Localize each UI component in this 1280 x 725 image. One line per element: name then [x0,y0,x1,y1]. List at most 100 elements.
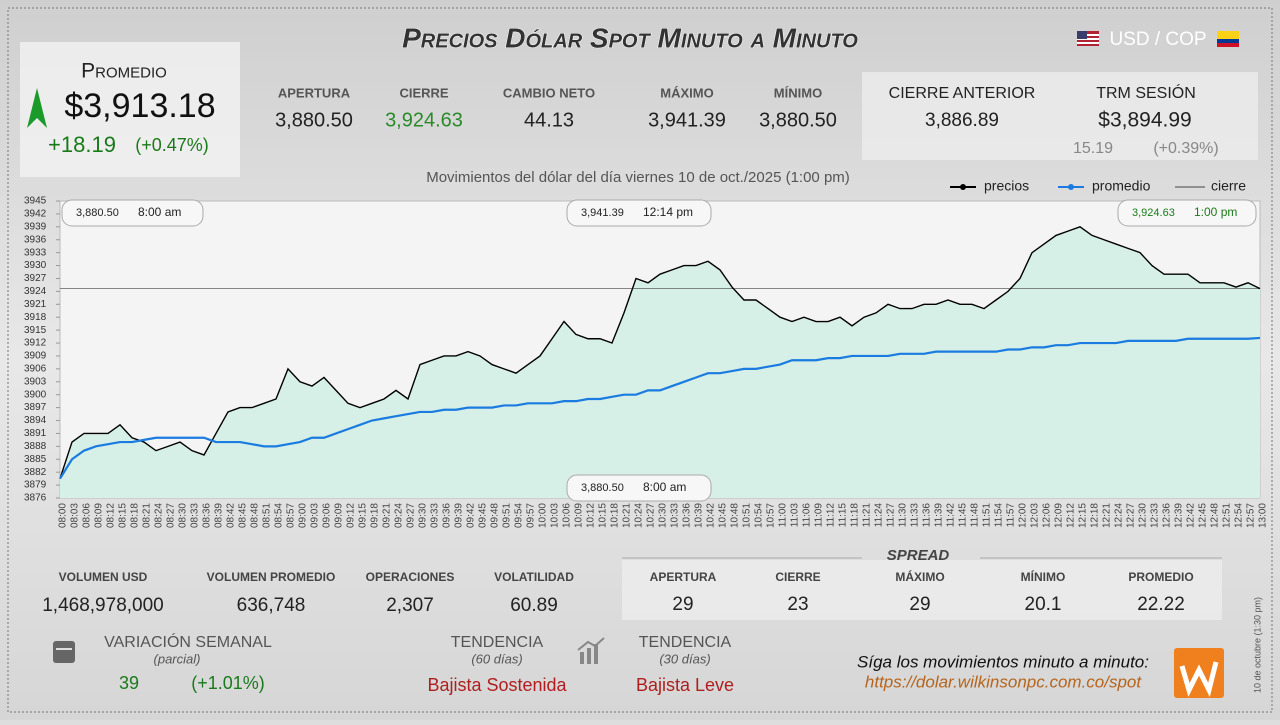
logo [1174,648,1224,698]
y-tick-label: 3885 [24,454,47,465]
x-tick-label: 11:54 [994,503,1005,528]
x-tick-label: 11:18 [850,503,861,528]
x-tick-label: 12:24 [1114,503,1125,528]
x-tick-label: 08:15 [118,503,129,528]
x-tick-label: 09:57 [526,503,537,528]
x-tick-label: 11:30 [898,503,909,528]
x-tick-label: 10:36 [682,503,693,528]
y-tick-label: 3942 [24,209,47,220]
y-tick-label: 3909 [24,351,47,362]
trm-value: $3,894.99 [1098,109,1191,132]
spread-label: MÍNIMO [1021,569,1066,584]
x-tick-label: 10:06 [562,503,573,528]
x-tick-label: 08:06 [82,503,93,528]
volume-value: 1,468,978,000 [42,595,164,616]
x-tick-label: 08:36 [202,503,213,528]
y-tick-label: 3906 [24,364,47,375]
y-tick-label: 3930 [24,260,47,271]
promedio-label: Promedio [81,60,167,83]
x-tick-label: 09:09 [334,503,345,528]
x-tick-label: 12:54 [1234,503,1245,528]
annotation-value: 3,941.39 [581,207,624,219]
chart-icon [577,637,605,664]
x-tick-label: 11:45 [958,503,969,528]
x-tick-label: 12:21 [1102,503,1113,528]
x-tick-label: 12:27 [1126,503,1137,528]
flag-us [1077,31,1099,46]
x-tick-label: 10:33 [670,503,681,528]
x-tick-label: 11:06 [802,503,813,528]
volume-value: 636,748 [237,595,306,616]
x-tick-label: 12:12 [1066,503,1077,528]
x-tick-label: 11:00 [778,503,789,528]
currency-pair: USD / COP [1109,29,1206,50]
spread-value: 29 [672,594,693,615]
stat-label: CAMBIO NETO [503,85,595,100]
weekly-label: VARIACIÓN SEMANAL [104,632,272,651]
previous-label: CIERRE ANTERIOR [889,85,1036,102]
x-tick-label: 08:24 [154,503,165,528]
stat-value: 3,941.39 [648,109,726,131]
x-tick-label: 08:33 [190,503,201,528]
spread-value: 29 [909,594,930,615]
x-tick-label: 12:06 [1042,503,1053,528]
promedio-change: +18.19 [48,132,116,157]
x-tick-label: 09:45 [478,503,489,528]
trend-note: (60 días) [471,651,522,666]
x-tick-label: 11:21 [862,503,873,528]
stat-value: 3,880.50 [275,109,353,131]
footer-text: Síga los movimientos minuto a minuto: [857,652,1149,671]
annotation-value: 3,880.50 [581,482,624,494]
x-tick-label: 12:57 [1246,503,1257,528]
y-tick-label: 3939 [24,221,47,232]
y-tick-label: 3891 [24,428,47,439]
x-tick-label: 12:30 [1138,503,1149,528]
x-tick-label: 08:12 [106,503,117,528]
x-tick-label: 09:24 [394,503,405,528]
x-tick-label: 09:00 [298,503,309,528]
x-tick-label: 10:15 [598,503,609,528]
title: Precios Dólar Spot Minuto a Minuto [402,22,858,53]
stat-label: MÍNIMO [774,85,822,100]
y-tick-label: 3927 [24,273,47,284]
x-tick-label: 09:21 [382,503,393,528]
x-tick-label: 10:42 [706,503,717,528]
x-tick-label: 10:45 [718,503,729,528]
x-tick-label: 11:15 [838,503,849,528]
flag-co [1217,31,1239,47]
annotation-box [566,474,712,502]
x-tick-label: 08:09 [94,503,105,528]
legend-dot [960,184,966,190]
x-tick-label: 09:12 [346,503,357,528]
x-tick-label: 11:24 [874,503,885,528]
volume-label: VOLUMEN USD [59,570,148,584]
spread-value: 20.1 [1025,594,1062,615]
annotation-time: 12:14 pm [643,205,693,219]
trend-note: (30 días) [659,651,710,666]
stat-label: APERTURA [278,85,351,100]
x-tick-label: 12:42 [1186,503,1197,528]
x-tick-label: 08:54 [274,503,285,528]
x-tick-label: 12:51 [1222,503,1233,528]
y-tick-label: 3918 [24,312,47,323]
footer-url[interactable]: https://dolar.wilkinsonpc.com.co/spot [865,672,1142,691]
previous-value: 3,886.89 [925,110,999,131]
x-tick-label: 12:15 [1078,503,1089,528]
annotation-value: 3,880.50 [76,207,119,219]
y-tick-label: 3945 [24,196,47,207]
frame [7,7,1273,713]
trm-label: TRM SESIÓN [1096,83,1196,102]
x-tick-label: 08:00 [58,503,69,528]
y-tick-label: 3900 [24,389,47,400]
stat-value: 44.13 [524,109,574,131]
trm-change: 15.19 [1073,140,1113,157]
y-tick-label: 3897 [24,402,47,413]
series-line [59,336,1261,480]
volume-label: OPERACIONES [366,570,455,584]
x-tick-label: 11:48 [970,503,981,528]
stat-value: 3,880.50 [759,109,837,131]
x-tick-label: 09:36 [442,503,453,528]
x-tick-label: 09:06 [322,503,333,528]
